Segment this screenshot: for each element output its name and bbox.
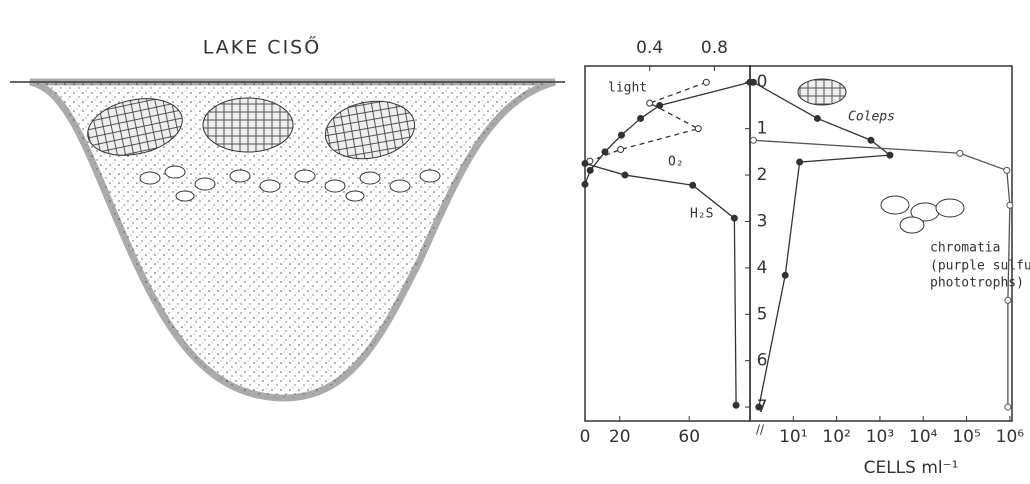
y-tick-label: 4	[757, 258, 768, 278]
data-point	[730, 214, 738, 222]
data-point	[689, 181, 697, 189]
data-point	[749, 136, 757, 144]
x-tick-label: 10³	[866, 427, 894, 447]
y-tick-label: 3	[757, 211, 768, 231]
series-line	[753, 81, 892, 408]
data-point	[781, 271, 789, 279]
data-point	[886, 151, 894, 159]
x-tick-label: 10²	[822, 427, 850, 447]
panel-frames: //	[584, 65, 1013, 437]
x-tick-label: 10⁵	[952, 427, 980, 447]
data-point	[1004, 403, 1012, 411]
svg-text://: //	[756, 423, 765, 437]
x-tick-label: 20	[609, 427, 631, 447]
data-point	[621, 171, 629, 179]
data-point	[702, 78, 710, 86]
x-tick-label: 10¹	[779, 427, 807, 447]
y-tick-label: 0	[757, 72, 768, 92]
x-axis-label: CELLS ml⁻¹	[864, 458, 959, 478]
data-point	[617, 146, 625, 154]
data-point	[796, 158, 804, 166]
organism-sketches	[797, 78, 965, 234]
data-point	[749, 78, 757, 86]
x-tick-label: 10⁶	[996, 427, 1025, 447]
x2-tick-label: 0.8	[701, 38, 728, 58]
x-tick-label: 0	[580, 427, 591, 447]
data-point	[617, 131, 625, 139]
y-tick-label: 1	[757, 119, 768, 139]
series-label: light	[608, 81, 647, 96]
annotation: (purple sulfur	[930, 259, 1030, 274]
y-tick-label: 5	[757, 304, 768, 324]
series-line	[753, 139, 1011, 408]
series-line	[589, 81, 707, 162]
data-point	[581, 180, 589, 188]
data-point	[586, 166, 594, 174]
data-point	[637, 114, 645, 122]
data-point	[601, 148, 609, 156]
data-point	[581, 159, 589, 167]
data-point	[956, 149, 964, 157]
data-point	[656, 101, 664, 109]
series-label: H₂S	[690, 207, 713, 222]
series-label: O₂	[668, 155, 684, 170]
y-tick-label: 2	[757, 165, 768, 185]
series-label: Coleps	[848, 110, 895, 125]
y-tick-label: 6	[757, 351, 768, 371]
data-point	[1003, 166, 1011, 174]
figure-title: LAKE CISŐ	[203, 35, 321, 59]
series-line	[584, 162, 737, 406]
series-label: chromatia	[930, 241, 1000, 256]
annotation: phototrophs)	[930, 276, 1024, 291]
data-point	[694, 125, 702, 133]
x2-tick-label: 0.4	[636, 38, 663, 58]
data-point	[755, 403, 763, 411]
data-point	[646, 99, 654, 107]
data-point	[1004, 296, 1012, 304]
data-point	[1006, 201, 1014, 209]
data-point	[732, 401, 740, 409]
data-point	[867, 136, 875, 144]
x-tick-label: 10⁴	[909, 427, 938, 447]
lake-illustration	[10, 78, 565, 402]
data-point	[813, 114, 821, 122]
x-tick-label: 60	[678, 427, 700, 447]
